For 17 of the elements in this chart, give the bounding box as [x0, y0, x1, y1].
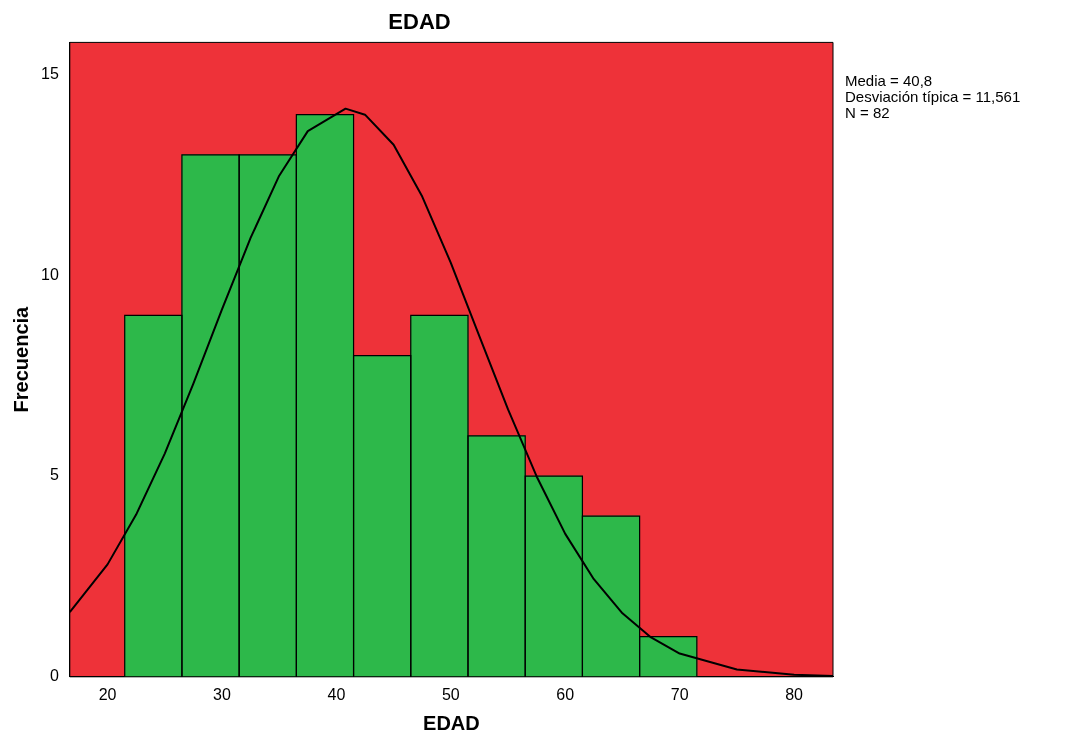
x-tick-label: 60 — [556, 685, 575, 703]
x-tick-label: 20 — [98, 685, 117, 703]
chart-title: EDAD — [388, 9, 451, 35]
y-axis-title: Frecuencia — [9, 305, 32, 413]
x-tick-label: 30 — [213, 685, 231, 703]
x-axis-title: EDAD — [423, 711, 480, 734]
text: Media = 40,8 — [845, 72, 933, 90]
y-tick-label: 15 — [41, 64, 59, 82]
text: N = 82 — [845, 104, 890, 122]
y-tick-label: 10 — [41, 265, 59, 283]
x-tick-label: 50 — [441, 685, 460, 703]
x-tick-label: 80 — [785, 685, 804, 703]
y-tick-label: 0 — [49, 667, 59, 685]
x-tick-label: 40 — [327, 685, 346, 703]
x-tick-label: 70 — [670, 685, 689, 703]
y-tick-label: 5 — [49, 466, 59, 484]
text: Desviación típica = 11,561 — [845, 88, 1021, 106]
